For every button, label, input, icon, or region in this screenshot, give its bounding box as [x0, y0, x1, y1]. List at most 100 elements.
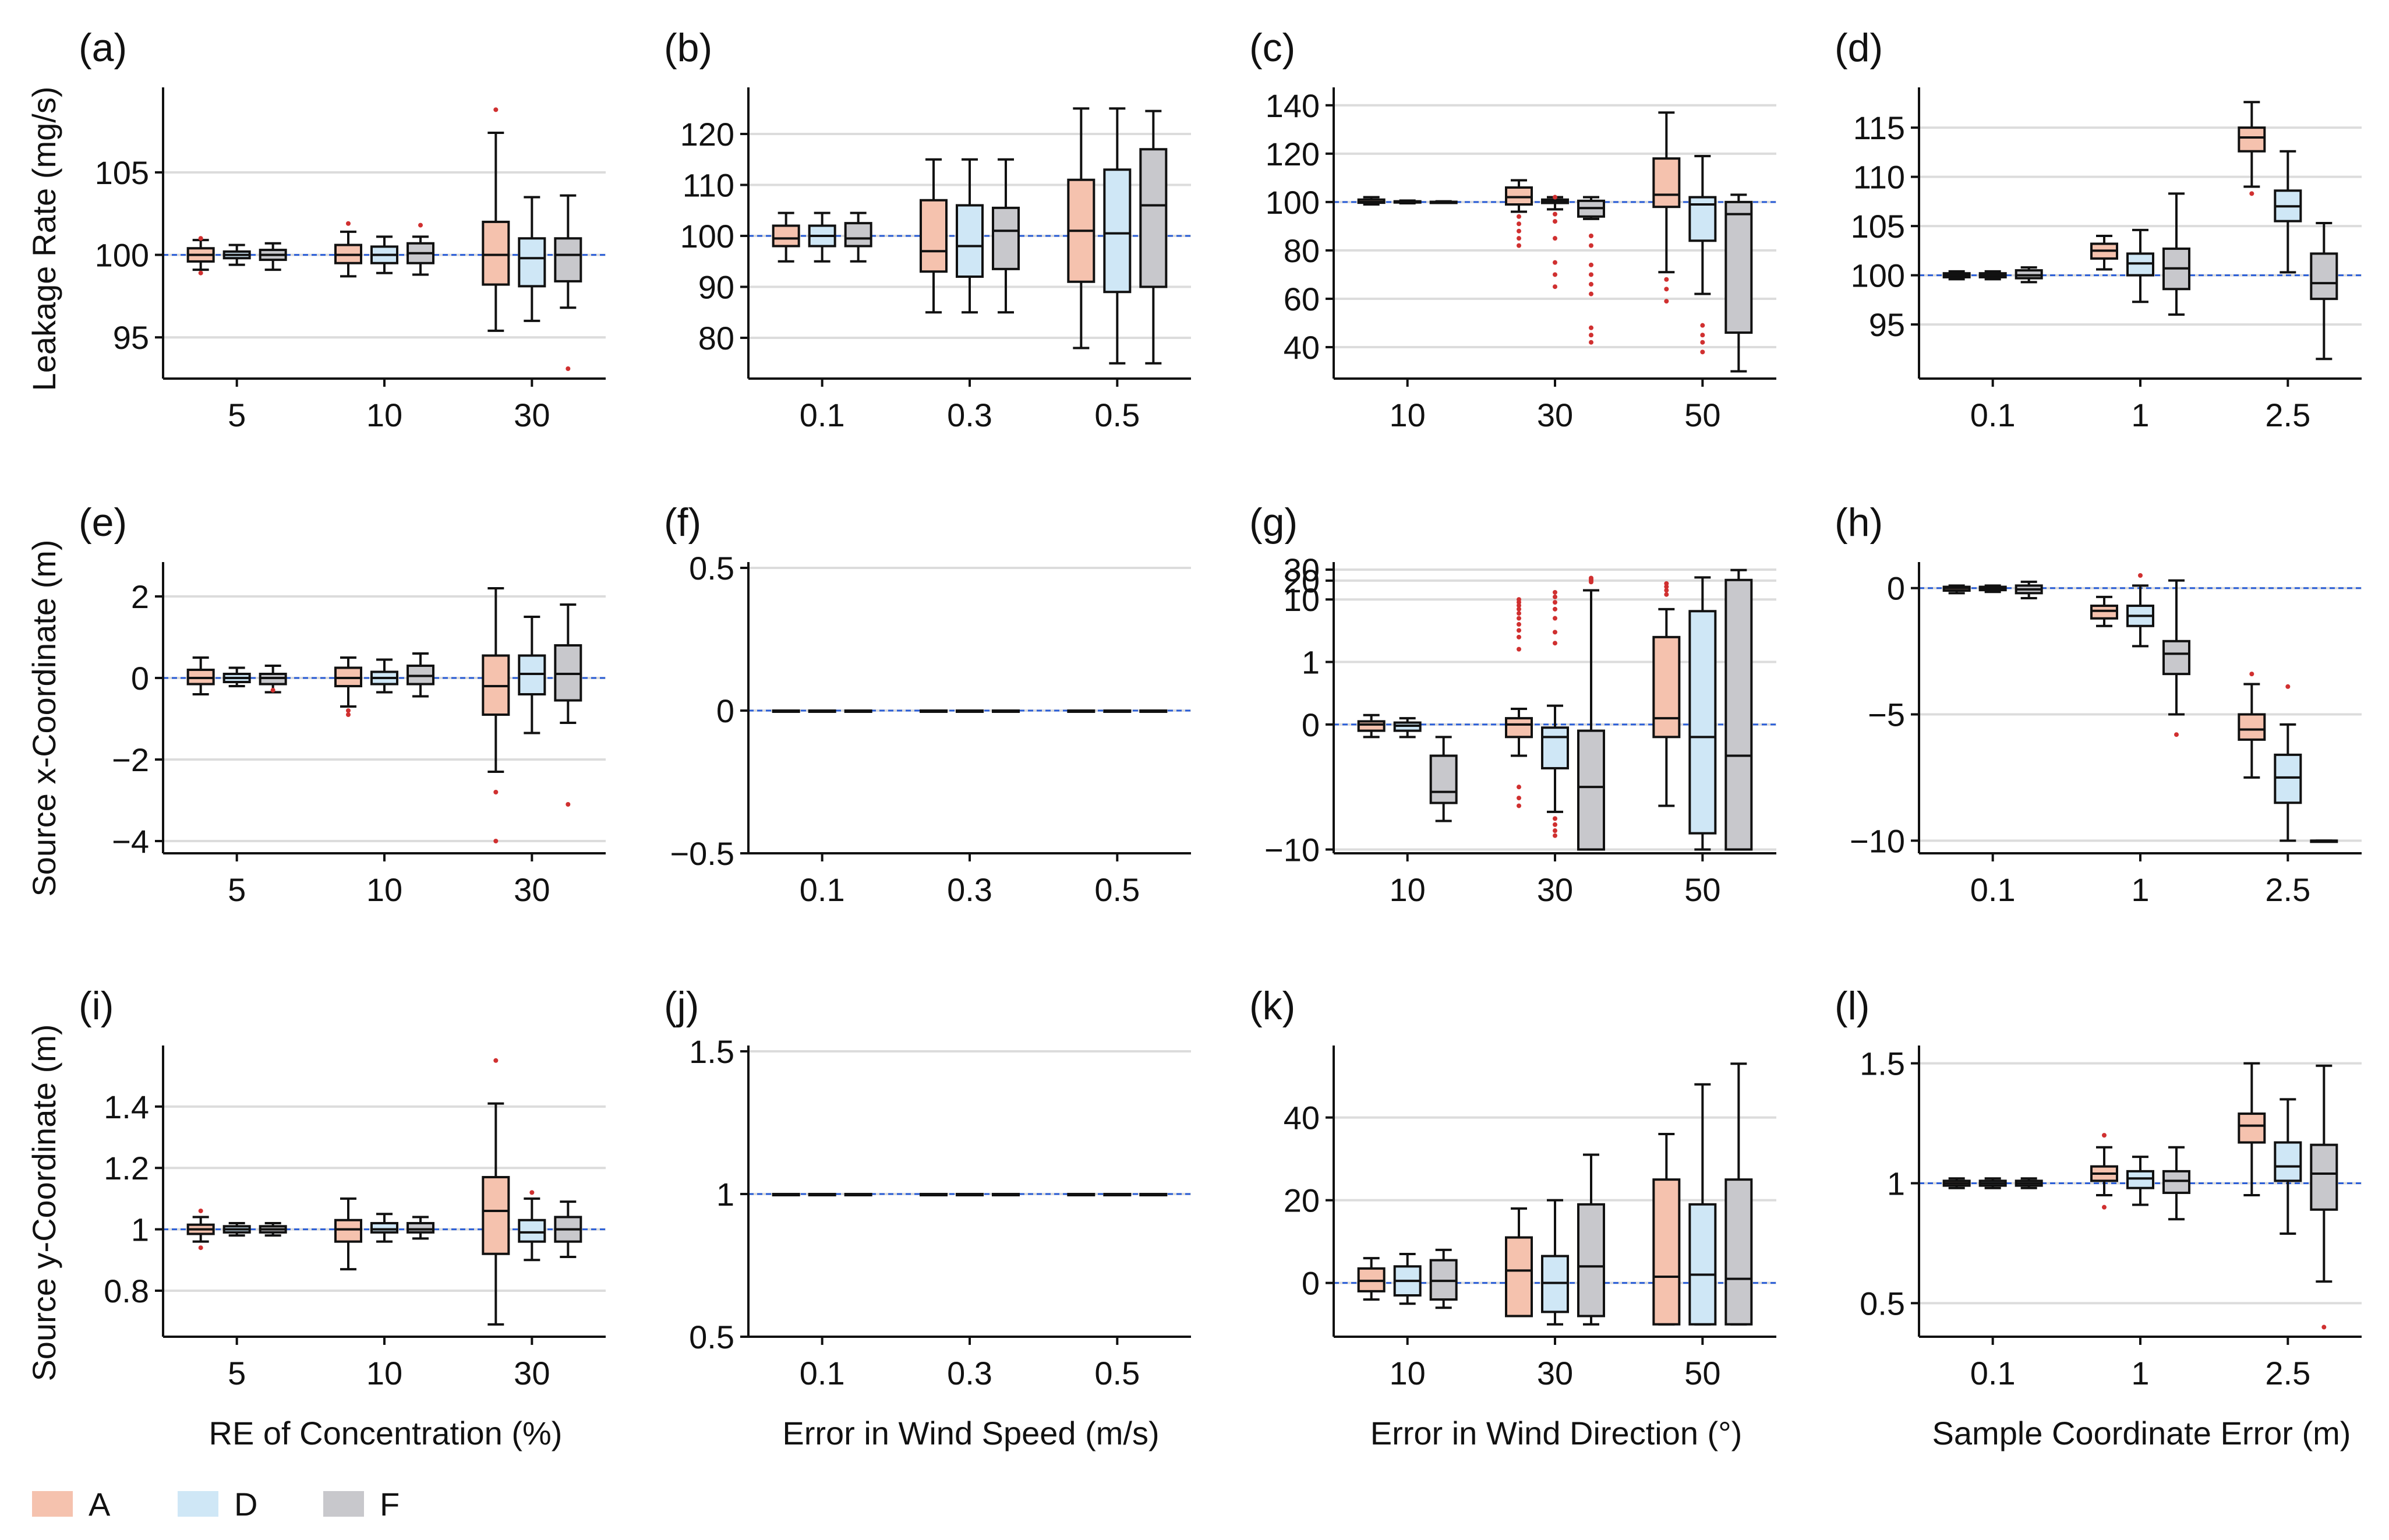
- box-d-2.5: [2274, 684, 2302, 842]
- box-body: [554, 237, 582, 282]
- x-tick-label: 30: [514, 1355, 550, 1391]
- box-f-10: [407, 652, 434, 698]
- x-tick-label: 10: [1390, 871, 1426, 908]
- y-tick-label: 100: [1266, 184, 1320, 221]
- outlier-point: [1553, 828, 1557, 833]
- y-tick-label: 2: [131, 578, 149, 615]
- y-tick-label: 0.8: [104, 1273, 149, 1309]
- box-body: [407, 1222, 434, 1234]
- box-body: [1652, 1178, 1681, 1326]
- y-tick-label: 0: [1302, 707, 1320, 743]
- box-body: [2162, 1170, 2190, 1194]
- panel-label: (b): [664, 26, 712, 70]
- x-tick-label: 0.3: [947, 871, 992, 908]
- box-a-50: [1652, 581, 1681, 807]
- y-tick-label: 115: [1853, 110, 1905, 146]
- y-tick-label: 100: [95, 237, 149, 274]
- box-f-50: [1724, 568, 1753, 851]
- x-tick-label: 10: [366, 871, 402, 908]
- x-tick-label: 10: [1390, 397, 1426, 433]
- box-a-50: [1652, 111, 1681, 304]
- panel-j: 0.5 1 1.5 0.1 0.3 0.5 (j): [664, 984, 1191, 1391]
- box-f-0.1: [844, 1193, 872, 1196]
- x-tick-label: 50: [1684, 397, 1720, 433]
- outlier-point: [2321, 1324, 2327, 1330]
- box-f-5: [259, 1222, 287, 1237]
- box-body: [2238, 126, 2266, 153]
- box-body: [2238, 713, 2266, 741]
- box-f-0.1: [2015, 266, 2043, 284]
- panel-b: 80 90 100 110 120 0.1 0.3 0.5 (b): [664, 26, 1191, 433]
- outlier-point: [1553, 195, 1557, 200]
- outlier-point: [1589, 575, 1593, 581]
- outlier-point: [1517, 236, 1521, 241]
- box-body: [1505, 186, 1533, 206]
- box-body: [992, 206, 1020, 270]
- y-tick-label: 120: [680, 116, 734, 153]
- box-f-2.5: [2310, 839, 2338, 843]
- box-a-30: [482, 1058, 510, 1326]
- x-tick-label: 0.5: [1094, 397, 1140, 433]
- outlier-point: [198, 270, 203, 275]
- box-a-30: [1505, 1207, 1533, 1318]
- outlier-point: [2249, 672, 2254, 677]
- box-a-30: [482, 587, 510, 843]
- box-body: [1652, 157, 1681, 209]
- outlier-point: [1553, 260, 1557, 265]
- box-a-2.5: [2238, 672, 2266, 779]
- outlier-point: [493, 839, 499, 843]
- outlier-point: [1589, 234, 1593, 238]
- outlier-point: [2174, 732, 2179, 737]
- panel-label: (h): [1835, 500, 1883, 545]
- box-f-10: [407, 222, 434, 276]
- outlier-point: [1589, 262, 1593, 267]
- panel-label: (i): [79, 984, 114, 1028]
- x-tick-label: 2.5: [2265, 1355, 2310, 1391]
- y-tick-label: 30: [1284, 552, 1320, 588]
- box-f-0.3: [992, 158, 1020, 314]
- outlier-point: [1700, 323, 1705, 328]
- box-d-0.1: [1978, 270, 2007, 281]
- panel-label: (j): [664, 984, 699, 1028]
- outlier-point: [1517, 603, 1521, 608]
- x-tick-label: 10: [366, 1355, 402, 1391]
- box-body: [2090, 605, 2118, 620]
- box-d-1: [2126, 573, 2154, 648]
- y-tick-label: −10: [1264, 831, 1320, 868]
- box-a-0.1: [772, 1193, 800, 1196]
- box-body: [1541, 726, 1569, 769]
- box-a-0.3: [920, 1193, 948, 1196]
- y-tick-label: 1.2: [104, 1150, 149, 1186]
- outlier-point: [2249, 191, 2254, 196]
- box-a-10: [334, 1197, 362, 1271]
- legend-label-a: A: [89, 1486, 111, 1523]
- y-tick-label: 20: [1284, 1182, 1320, 1219]
- box-body: [482, 1176, 510, 1255]
- col-label-wind-direction: Error in Wind Direction (°): [1370, 1415, 1743, 1451]
- y-tick-label: 60: [1284, 281, 1320, 317]
- box-f-10: [1429, 736, 1458, 822]
- box-body: [1505, 1236, 1533, 1318]
- x-tick-label: 0.1: [1970, 1355, 2016, 1391]
- box-d-1: [2126, 228, 2154, 303]
- y-tick-label: 1: [1887, 1165, 1905, 1202]
- outlier-point: [2285, 684, 2291, 689]
- outlier-point: [1517, 228, 1521, 234]
- outlier-point: [1664, 277, 1669, 282]
- panel-label: (d): [1835, 26, 1883, 70]
- outlier-point: [1517, 634, 1521, 640]
- outlier-point: [1700, 340, 1705, 345]
- y-tick-label: 110: [683, 167, 734, 204]
- panel-label: (l): [1835, 984, 1870, 1028]
- x-tick-label: 5: [228, 397, 246, 433]
- box-d-0.5: [1103, 107, 1132, 365]
- box-d-30: [518, 196, 546, 322]
- box-d-1: [2126, 1156, 2154, 1206]
- box-d-0.1: [1978, 584, 2007, 594]
- outlier-point: [1517, 243, 1521, 248]
- x-tick-label: 0.1: [1970, 397, 2016, 433]
- y-tick-label: 20: [1284, 563, 1320, 599]
- box-body: [370, 1222, 398, 1234]
- box-d-50: [1688, 154, 1717, 355]
- outlier-point: [1553, 211, 1557, 217]
